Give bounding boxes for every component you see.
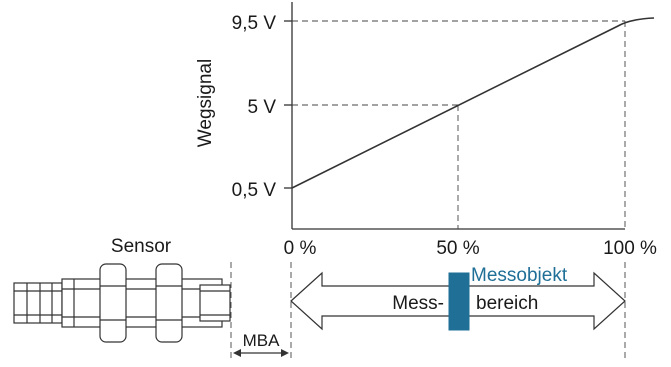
mba-label: MBA	[243, 331, 281, 350]
measuring-range: Mess- bereich Messobjekt	[290, 262, 626, 362]
sensor-connector	[13, 282, 63, 324]
signal-curve	[291, 17, 655, 189]
range-label-right: bereich	[476, 293, 538, 314]
target-label: Messobjekt	[471, 265, 568, 286]
y-tick-label: 5 V	[247, 97, 276, 118]
y-axis-title: Wegsignal	[195, 59, 216, 147]
x-tick-label: 0 %	[284, 238, 317, 259]
sensor-nut	[155, 263, 183, 343]
sensor-illustration	[13, 263, 231, 343]
range-label-left: Mess-	[392, 293, 444, 314]
sensor-label: Sensor	[111, 236, 172, 257]
sensor-body	[61, 278, 223, 328]
arrowhead-icon	[281, 349, 289, 357]
x-tick-label: 50 %	[436, 238, 479, 259]
chart: 9,5 V 5 V 0,5 V Wegsignal 0 % 50 % 100 %	[195, 2, 657, 259]
y-tick-label: 9,5 V	[232, 13, 277, 34]
sensor-nut	[99, 263, 127, 343]
y-tick-label: 0,5 V	[232, 180, 277, 201]
arrowhead-icon	[233, 349, 241, 357]
mba-marker: MBA	[230, 262, 292, 362]
x-tick-label: 100 %	[603, 238, 657, 259]
target-object	[448, 272, 470, 331]
